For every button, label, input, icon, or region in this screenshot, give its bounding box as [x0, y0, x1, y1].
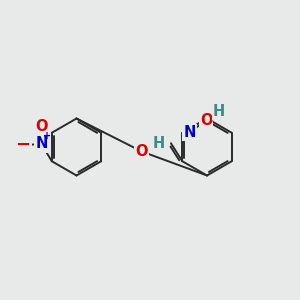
Text: H: H [213, 104, 225, 119]
Text: +: + [43, 131, 51, 141]
Text: −: − [15, 136, 30, 154]
Text: N: N [35, 136, 47, 151]
Text: O: O [35, 119, 48, 134]
Text: H: H [152, 136, 164, 151]
Text: O: O [200, 113, 212, 128]
Text: N: N [183, 125, 196, 140]
Text: O: O [136, 144, 148, 159]
